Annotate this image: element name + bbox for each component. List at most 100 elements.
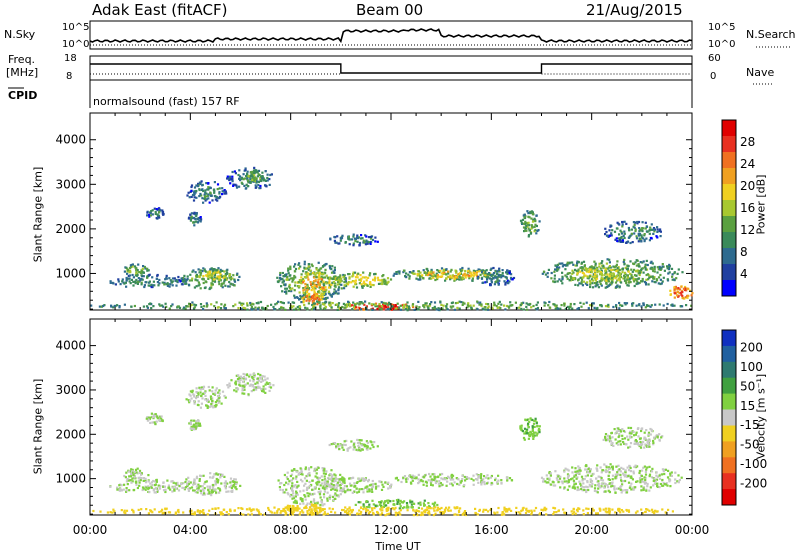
power-data-cell <box>238 177 241 180</box>
power-data-cell <box>424 304 427 307</box>
power-data-cell <box>489 283 492 286</box>
power-data-cell <box>224 284 227 287</box>
power-data-cell <box>424 302 427 305</box>
velocity-data-cell <box>588 483 591 486</box>
power-data-cell <box>629 272 632 275</box>
velocity-data-cell <box>552 484 555 487</box>
velocity-data-cell <box>185 478 188 481</box>
power-data-cell <box>158 216 161 219</box>
power-data-cell <box>416 273 419 276</box>
power-data-cell <box>500 303 503 306</box>
power-data-cell <box>527 234 531 237</box>
power-data-cell <box>350 281 353 284</box>
velocity-data-cell <box>413 475 416 478</box>
power-data-cell <box>627 284 630 287</box>
velocity-data-cell <box>449 482 452 485</box>
power-data-cell <box>484 272 487 275</box>
power-data-cell <box>453 308 456 311</box>
velocity-data-cell <box>614 477 617 480</box>
power-data-cell <box>343 278 346 281</box>
power-data-cell <box>129 264 132 267</box>
power-data-cell <box>118 305 121 308</box>
velocity-data-cell <box>451 484 454 487</box>
velocity-data-cell <box>341 444 344 447</box>
power-data-cell <box>255 177 258 180</box>
power-data-cell <box>641 280 644 283</box>
velocity-data-cell <box>323 496 326 499</box>
power-data-cell <box>525 305 528 308</box>
power-data-cell <box>458 300 461 303</box>
power-data-cell <box>365 279 368 282</box>
velocity-data-cell <box>496 482 499 485</box>
velocity-data-cell <box>641 469 644 472</box>
velocity-data-cell <box>144 488 147 491</box>
power-scatter-region <box>604 220 662 245</box>
power-data-cell <box>249 301 252 305</box>
velocity-data-cell <box>216 473 219 476</box>
power-data-cell <box>638 273 641 277</box>
power-data-cell <box>156 213 159 216</box>
velocity-data-cell <box>648 465 651 468</box>
velocity-data-cell <box>197 487 200 490</box>
power-data-cell <box>398 272 401 275</box>
velocity-data-cell <box>233 478 236 481</box>
velocity-data-cell <box>216 399 219 402</box>
velocity-data-cell <box>533 431 536 434</box>
power-data-cell <box>250 171 253 174</box>
power-data-cell <box>282 302 285 305</box>
velocity-data-cell <box>314 467 317 470</box>
power-data-cell <box>360 277 363 280</box>
velocity-data-cell <box>411 506 414 509</box>
power-data-cell <box>188 279 191 282</box>
power-data-cell <box>651 275 654 278</box>
velocity-data-cell <box>620 491 623 494</box>
power-data-cell <box>650 304 653 307</box>
power-data-cell <box>218 192 221 195</box>
velocity-data-cell <box>344 490 347 493</box>
power-data-cell <box>481 271 484 274</box>
power-data-cell <box>252 303 255 306</box>
power-data-cell <box>461 266 464 270</box>
power-data-cell <box>647 304 650 307</box>
velocity-data-cell <box>358 479 361 483</box>
power-data-cell <box>262 308 265 311</box>
power-data-cell <box>131 273 134 277</box>
velocity-data-cell <box>417 473 420 476</box>
power-data-cell <box>445 273 448 276</box>
freq-tick-high: 18 <box>64 53 77 64</box>
power-data-cell <box>207 274 210 277</box>
power-data-cell <box>358 278 361 281</box>
velocity-data-cell <box>253 387 256 390</box>
velocity-data-cell <box>435 480 438 483</box>
power-data-cell <box>524 227 527 230</box>
velocity-data-cell <box>288 480 291 483</box>
velocity-data-cell <box>477 476 480 479</box>
velocity-data-cell <box>335 486 338 490</box>
velocity-data-cell <box>208 405 211 409</box>
velocity-data-cell <box>292 492 295 495</box>
power-scatter-region <box>123 263 150 277</box>
velocity-data-cell <box>150 486 153 489</box>
power-data-cell <box>623 302 626 305</box>
velocity-data-cell <box>262 390 265 393</box>
power-data-cell <box>348 238 351 241</box>
velocity-data-cell <box>335 494 338 497</box>
power-data-cell <box>339 280 342 283</box>
velocity-data-cell <box>295 475 298 478</box>
power-data-cell <box>119 283 122 286</box>
velocity-data-cell <box>318 481 321 484</box>
power-data-cell <box>609 266 612 269</box>
power-data-cell <box>593 268 596 271</box>
velocity-data-cell <box>154 483 157 486</box>
power-data-cell <box>161 212 164 215</box>
power-data-cell <box>512 276 516 280</box>
velocity-data-cell <box>565 480 568 483</box>
power-data-cell <box>502 275 505 278</box>
velocity-data-cell <box>552 481 555 484</box>
power-data-cell <box>625 282 628 285</box>
power-data-cell <box>478 270 481 273</box>
power-data-cell <box>644 267 647 270</box>
power-data-cell <box>291 287 294 290</box>
power-data-cell <box>259 177 262 180</box>
power-data-cell <box>366 284 369 287</box>
